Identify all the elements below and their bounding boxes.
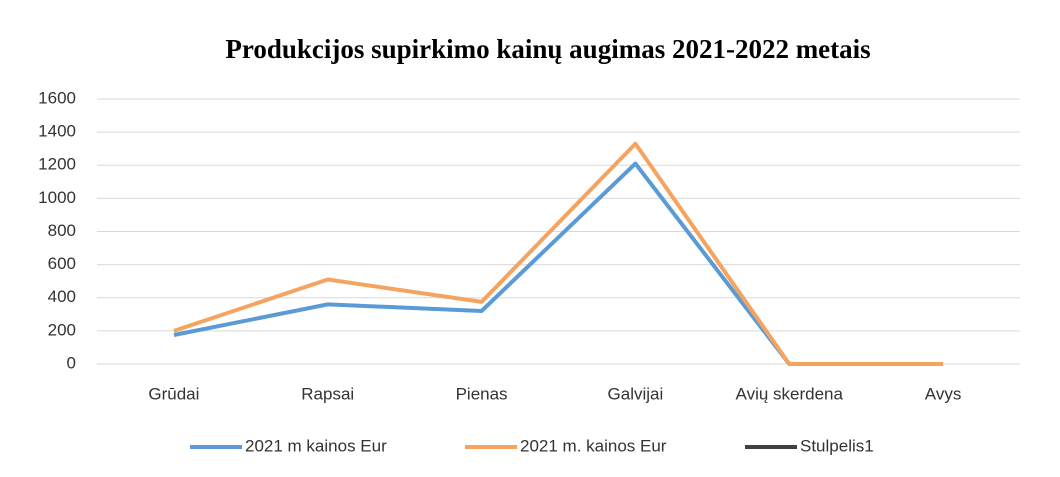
- y-tick-label: 800: [48, 221, 76, 240]
- x-tick-label: Grūdai: [148, 384, 199, 403]
- x-tick-label: Avys: [925, 384, 962, 403]
- x-tick-label: Avių skerdena: [736, 384, 844, 403]
- y-tick-label: 1600: [38, 88, 76, 107]
- y-tick-label: 0: [67, 353, 76, 372]
- legend-label: 2021 m. kainos Eur: [520, 436, 667, 455]
- y-tick-label: 400: [48, 287, 76, 306]
- y-tick-label: 1200: [38, 155, 76, 174]
- y-tick-label: 1400: [38, 122, 76, 141]
- x-tick-label: Pienas: [456, 384, 508, 403]
- legend-label: 2021 m kainos Eur: [245, 436, 387, 455]
- x-tick-label: Rapsai: [301, 384, 354, 403]
- y-tick-label: 1000: [38, 188, 76, 207]
- x-tick-label: Galvijai: [608, 384, 664, 403]
- series-line: [173, 141, 944, 366]
- y-tick-label: 200: [48, 320, 76, 339]
- series-line: [173, 161, 944, 366]
- chart-title: Produkcijos supirkimo kainų augimas 2021…: [225, 34, 870, 64]
- legend-label: Stulpelis1: [800, 436, 874, 455]
- y-tick-label: 600: [48, 254, 76, 273]
